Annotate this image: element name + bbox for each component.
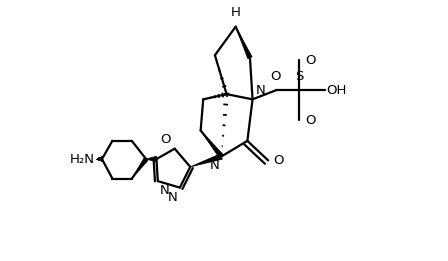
Text: N: N	[168, 191, 178, 204]
Polygon shape	[190, 154, 222, 167]
Text: H₂N: H₂N	[70, 153, 95, 165]
Text: O: O	[160, 133, 171, 146]
Text: O: O	[305, 114, 315, 127]
Polygon shape	[146, 156, 156, 162]
Polygon shape	[236, 27, 252, 59]
Text: O: O	[273, 154, 283, 167]
Text: O: O	[271, 70, 281, 83]
Polygon shape	[132, 158, 148, 179]
Text: N: N	[256, 84, 265, 97]
Polygon shape	[201, 130, 224, 158]
Text: S: S	[295, 70, 303, 83]
Text: H: H	[231, 6, 241, 19]
Text: N: N	[210, 158, 220, 171]
Text: OH: OH	[327, 84, 347, 97]
Text: O: O	[305, 54, 315, 67]
Text: N: N	[160, 184, 170, 197]
